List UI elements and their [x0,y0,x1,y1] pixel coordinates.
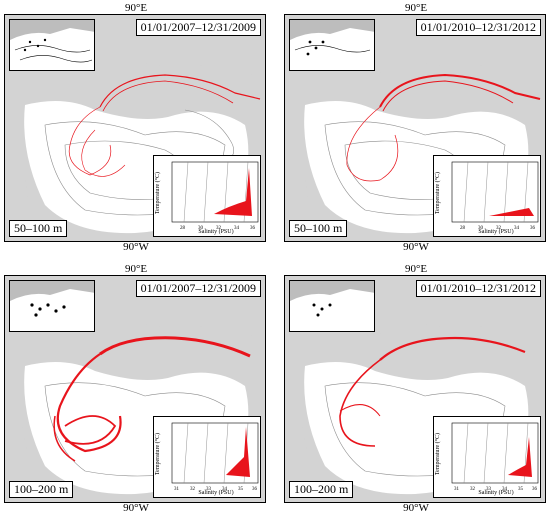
ts-diagram: 28 30 32 34 36 Temperature (°C) Salinity… [153,155,261,237]
label-90e-mid-left: 90°E [124,263,148,275]
inset-map [9,19,95,71]
map-panel-3: 01/01/2007–12/31/2009 100–200 m 31 32 33… [4,275,266,503]
svg-text:34: 34 [222,487,228,492]
x-tick: 30 [198,226,204,231]
ts-plot: 28 30 32 34 36 [451,161,539,231]
label-90w-bottom-right: 90°W [403,502,429,514]
svg-text:36: 36 [530,226,536,231]
inset-map-graphic [10,20,94,63]
svg-text:33: 33 [206,487,212,492]
x-tick: 28 [180,226,186,231]
ts-diagram: 28 30 32 34 36 Temperature (°C) Salinity… [433,155,541,237]
svg-text:30: 30 [478,226,484,231]
ts-ylabel: Temperature (°C) [155,171,161,215]
inset-map-graphic [290,281,374,317]
svg-text:35: 35 [238,487,244,492]
svg-text:32: 32 [190,487,196,492]
depth-range-label: 100–200 m [9,481,74,498]
inset-map [289,19,375,71]
ts-xlabel: Salinity (PSU) [478,229,514,235]
svg-text:35: 35 [518,487,524,492]
ts-plot: 31 32 33 34 35 36 [171,422,259,492]
inset-map-graphic [290,20,374,56]
ts-xlabel: Salinity (PSU) [478,490,514,496]
label-90w-mid-right: 90°W [403,241,429,253]
svg-text:32: 32 [496,226,502,231]
svg-text:34: 34 [514,226,520,231]
svg-text:36: 36 [532,487,538,492]
ts-plot: 28 30 32 34 36 [171,161,259,231]
date-range-label: 01/01/2010–12/31/2012 [415,19,541,36]
label-90e-top-left: 90°E [124,2,148,14]
ts-ylabel: Temperature (°C) [435,171,441,215]
svg-text:32: 32 [470,487,476,492]
ts-xlabel: Salinity (PSU) [198,490,234,496]
svg-text:33: 33 [486,487,492,492]
ts-ylabel: Temperature (°C) [155,432,161,476]
label-90w-bottom-left: 90°W [123,502,149,514]
map-panel-4: 01/01/2010–12/31/2012 100–200 m 31 32 33… [284,275,546,503]
x-tick: 36 [250,226,256,231]
x-tick: 32 [216,226,222,231]
svg-text:28: 28 [460,226,466,231]
map-panel-1: 01/01/2007–12/31/2009 50–100 m 28 30 32 … [4,14,266,242]
map-panel-2: 01/01/2010–12/31/2012 50–100 m 28 30 32 … [284,14,546,242]
x-tick: 34 [234,226,240,231]
ts-xlabel: Salinity (PSU) [198,229,234,235]
label-90w-mid-left: 90°W [123,241,149,253]
date-range-label: 01/01/2010–12/31/2012 [415,280,541,297]
inset-map [289,280,375,332]
svg-text:36: 36 [252,487,258,492]
label-90e-mid-right: 90°E [404,263,428,275]
ts-diagram: 31 32 33 34 35 36 Temperature (°C) Salin… [153,416,261,498]
svg-text:31: 31 [174,487,180,492]
date-range-label: 01/01/2007–12/31/2009 [135,19,261,36]
svg-text:31: 31 [454,487,460,492]
depth-range-label: 100–200 m [289,481,354,498]
label-90e-top-right: 90°E [404,2,428,14]
depth-range-label: 50–100 m [289,220,348,237]
ts-diagram: 31 32 33 34 35 36 Temperature (°C) Salin… [433,416,541,498]
date-range-label: 01/01/2007–12/31/2009 [135,280,261,297]
depth-range-label: 50–100 m [9,220,68,237]
inset-map-graphic [10,281,94,317]
svg-text:34: 34 [502,487,508,492]
ts-ylabel: Temperature (°C) [435,432,441,476]
ts-plot: 31 32 33 34 35 36 [451,422,539,492]
inset-map [9,280,95,332]
